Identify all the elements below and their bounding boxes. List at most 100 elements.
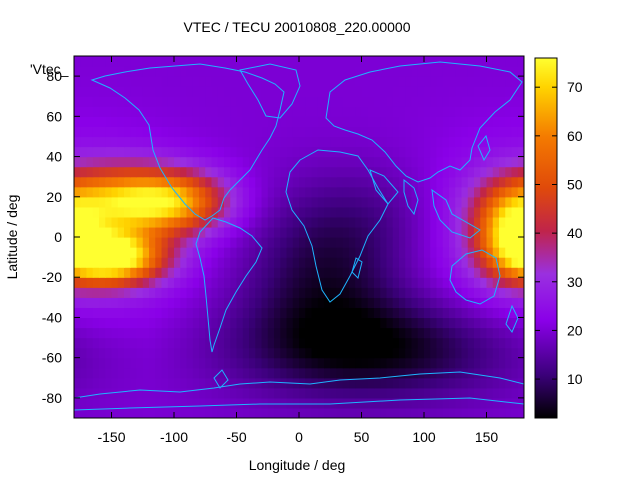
heatmap-cell [92, 307, 100, 319]
heatmap-cell [236, 317, 244, 329]
heatmap-cell [74, 156, 81, 168]
coastline-southeast-asia [431, 188, 481, 239]
heatmap-cell [117, 317, 125, 329]
heatmap-cell [292, 347, 300, 359]
heatmap-cell [349, 86, 356, 97]
heatmap-cell [492, 66, 500, 77]
heatmap-cell [367, 407, 375, 418]
heatmap-cell [367, 216, 375, 228]
heatmap-cell [174, 237, 181, 248]
heatmap-cell [280, 267, 288, 278]
heatmap-cell [467, 126, 475, 138]
heatmap-cell [474, 116, 481, 127]
heatmap-cell [505, 166, 513, 178]
heatmap-cell [355, 387, 363, 399]
heatmap-cell [436, 397, 444, 409]
heatmap-cell [392, 337, 400, 349]
heatmap-cell [355, 357, 363, 369]
heatmap-cell [267, 327, 275, 339]
heatmap-cell [299, 196, 306, 208]
heatmap-cell [467, 196, 475, 208]
heatmap-cell [511, 377, 519, 389]
heatmap-cell [267, 287, 275, 298]
heatmap-cell [142, 387, 150, 399]
heatmap-cell [449, 297, 456, 308]
heatmap-cell [249, 156, 256, 168]
heatmap-cell [217, 156, 225, 168]
heatmap-cell [442, 96, 450, 107]
heatmap-cell [217, 237, 225, 248]
heatmap-cell [199, 317, 206, 329]
heatmap-cell [511, 357, 519, 369]
heatmap-cell [517, 186, 524, 198]
heatmap-cell [111, 106, 119, 117]
heatmap-cell [411, 357, 419, 369]
heatmap-cell [205, 116, 213, 127]
heatmap-cell [374, 357, 381, 369]
heatmap-cell [486, 176, 494, 188]
heatmap-cell [367, 247, 375, 258]
heatmap-cell [86, 166, 94, 178]
heatmap-cell [474, 166, 481, 178]
heatmap-cell [230, 66, 238, 77]
heatmap-cell [261, 337, 269, 349]
heatmap-cell [255, 166, 263, 178]
y-tick-label: 0 [54, 229, 62, 245]
heatmap-cell [367, 126, 375, 138]
heatmap-cell [430, 277, 438, 288]
heatmap-cell [174, 96, 181, 107]
heatmap-cell [486, 277, 494, 288]
coastline-madagascar [351, 257, 363, 279]
heatmap-cell [136, 86, 144, 97]
heatmap-cell [336, 186, 344, 198]
heatmap-cell [161, 277, 169, 288]
heatmap-cell [374, 176, 381, 188]
heatmap-cell [324, 166, 331, 178]
heatmap-cell [167, 166, 175, 178]
heatmap-cell [405, 337, 413, 349]
heatmap-cell [149, 317, 156, 329]
heatmap-cell [436, 176, 444, 188]
heatmap-cell [92, 237, 100, 248]
heatmap-cell [424, 196, 431, 208]
heatmap-cell [311, 397, 319, 409]
heatmap-cell [74, 387, 81, 399]
heatmap-cell [374, 206, 381, 218]
heatmap-cell [474, 86, 481, 97]
heatmap-cell [192, 216, 200, 228]
heatmap-cell [180, 146, 188, 158]
heatmap-cell [505, 277, 513, 288]
heatmap-cell [274, 96, 281, 107]
heatmap-cell [299, 186, 306, 198]
heatmap-cell [255, 126, 263, 138]
heatmap-cell [180, 397, 188, 409]
heatmap-cell [236, 206, 244, 218]
colorbar-tick-label: 50 [567, 176, 583, 192]
heatmap-cell [217, 226, 225, 238]
heatmap-cell [199, 226, 206, 238]
heatmap-cell [311, 66, 319, 77]
heatmap-cell [355, 397, 363, 409]
heatmap-cell [361, 337, 369, 349]
heatmap-cell [442, 257, 450, 268]
heatmap-cell [374, 56, 381, 67]
heatmap-cell [192, 367, 200, 379]
heatmap-cell [192, 146, 200, 158]
heatmap-cell [461, 307, 469, 319]
heatmap-cell [355, 237, 363, 248]
heatmap-cell [292, 216, 300, 228]
heatmap-cell [342, 116, 350, 127]
heatmap-cell [105, 347, 113, 359]
heatmap-cell [492, 367, 500, 379]
heatmap-cell [249, 176, 256, 188]
heatmap-cell [261, 287, 269, 298]
heatmap-cell [317, 166, 325, 178]
heatmap-cell [499, 186, 506, 198]
heatmap-cell [336, 166, 344, 178]
heatmap-cell [292, 257, 300, 268]
heatmap-cell [255, 297, 263, 308]
heatmap-cell [467, 186, 475, 198]
heatmap-cell [149, 196, 156, 208]
heatmap-cell [405, 277, 413, 288]
heatmap-cell [142, 226, 150, 238]
